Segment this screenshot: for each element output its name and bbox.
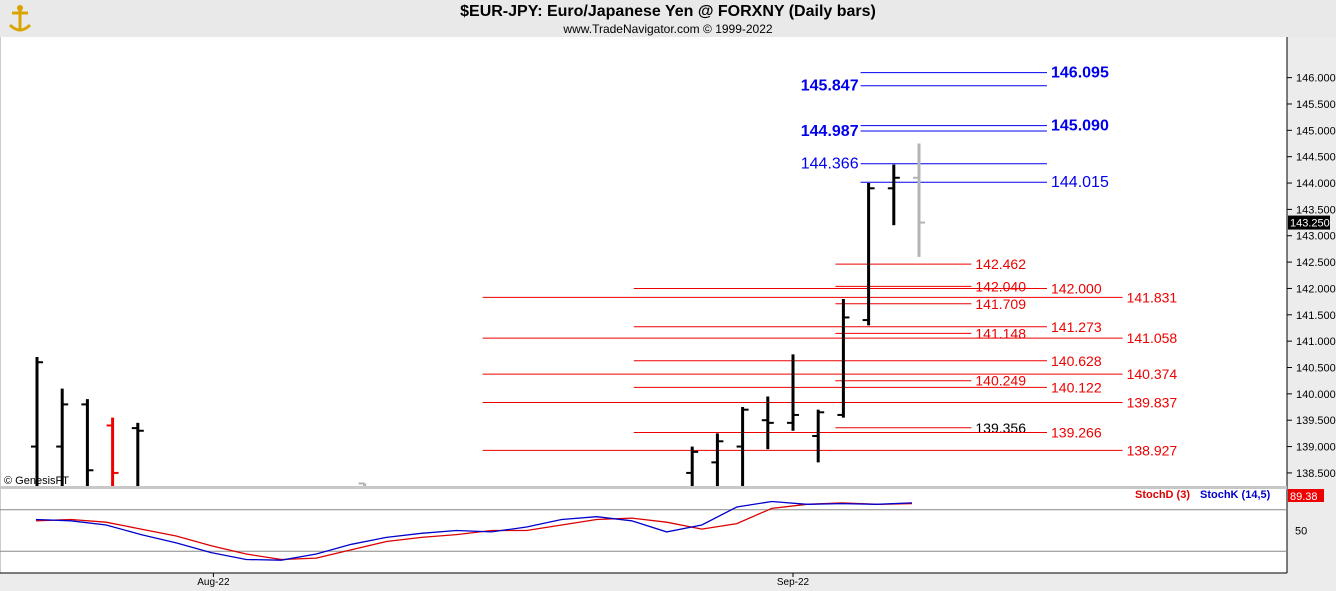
fib-level-label: 145.847	[801, 78, 859, 95]
current-price-label: 143.250	[1290, 218, 1330, 230]
price-tick-label: 140.000	[1296, 389, 1336, 401]
fib-level-label: 142.462	[975, 256, 1026, 272]
current-price-box	[1288, 215, 1330, 230]
stoch-d-legend: StochD (3)	[1135, 489, 1190, 501]
fib-level-label: 141.058	[1127, 330, 1178, 346]
chart-background	[0, 37, 1336, 591]
fib-level-label: 140.122	[1051, 379, 1102, 395]
fib-level-label: 140.249	[975, 373, 1026, 389]
chart-subtitle: www.TradeNavigator.com © 1999-2022	[563, 22, 773, 36]
fib-level-label: 145.090	[1051, 118, 1109, 135]
stoch-current-box	[1288, 489, 1324, 502]
price-tick-label: 141.000	[1296, 336, 1336, 348]
fib-level-label: 144.987	[801, 123, 859, 140]
fib-level-label: 139.356	[975, 420, 1026, 436]
fib-level-label: 144.015	[1051, 174, 1109, 191]
stoch-line	[35, 502, 913, 561]
fib-level-label: 141.709	[975, 296, 1026, 312]
price-tick-label: 140.500	[1296, 363, 1336, 375]
fib-level-label: 138.927	[1127, 442, 1178, 458]
price-tick-label: 141.500	[1296, 310, 1336, 322]
fib-level-label: 146.095	[1051, 65, 1109, 82]
price-tick-label: 144.000	[1296, 178, 1336, 190]
price-tick-label: 143.000	[1296, 231, 1336, 243]
price-tick-label: 146.000	[1296, 73, 1336, 85]
stoch-line	[35, 500, 913, 561]
fib-level-label: 141.273	[1051, 319, 1102, 335]
stoch-tick-label: 50	[1295, 526, 1307, 538]
panel-separator	[0, 486, 1287, 489]
price-tick-label: 142.000	[1296, 283, 1336, 295]
trade-navigator-logo-icon	[4, 3, 36, 35]
price-tick-label: 139.000	[1296, 442, 1336, 454]
fib-level-label: 142.040	[975, 278, 1026, 294]
price-tick-label: 143.500	[1296, 204, 1336, 216]
fib-level-label: 141.148	[975, 325, 1026, 341]
price-tick-label: 138.500	[1296, 468, 1336, 480]
fib-level-label: 140.628	[1051, 353, 1102, 369]
time-tick-label: Sep-22	[777, 577, 810, 588]
fib-level-label: 139.837	[1127, 394, 1178, 410]
stoch-k-legend: StochK (14,5)	[1200, 489, 1271, 501]
fib-level-label: 142.000	[1051, 280, 1102, 296]
price-tick-label: 142.500	[1296, 257, 1336, 269]
price-tick-label: 144.500	[1296, 152, 1336, 164]
genesis-watermark: © GenesisFT	[4, 475, 69, 487]
chart-title: $EUR-JPY: Euro/Japanese Yen @ FORXNY (Da…	[460, 3, 876, 20]
price-tick-label: 139.500	[1296, 415, 1336, 427]
fib-level-label: 139.266	[1051, 425, 1102, 441]
fib-level-label: 144.366	[801, 156, 859, 173]
price-tick-label: 145.500	[1296, 99, 1336, 111]
time-axis-background	[0, 573, 1336, 591]
chart-header	[0, 0, 1336, 37]
fib-level-label: 141.831	[1127, 289, 1178, 305]
fib-level-label: 140.374	[1127, 366, 1178, 382]
price-tick-label: 145.000	[1296, 125, 1336, 137]
time-tick-label: Aug-22	[197, 577, 230, 588]
stoch-current-label: 89.38	[1290, 491, 1318, 503]
